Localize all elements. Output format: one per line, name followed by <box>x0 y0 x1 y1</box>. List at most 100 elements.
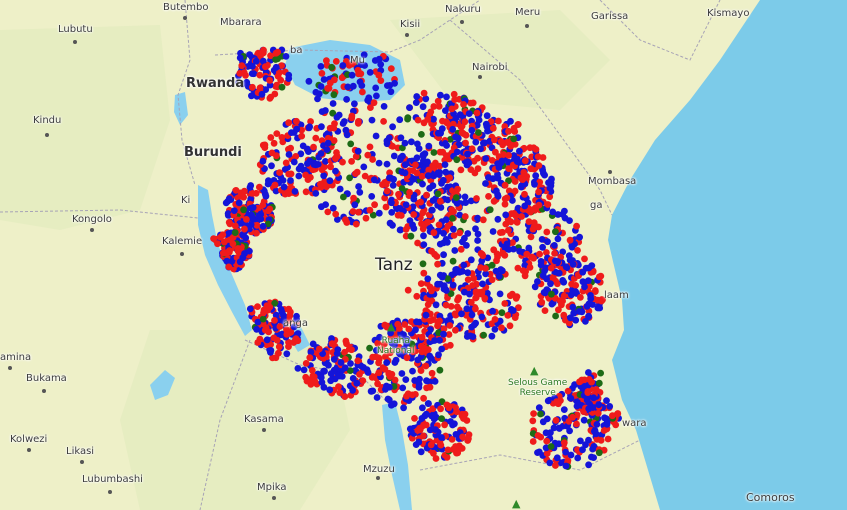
data-point <box>401 161 409 169</box>
data-point <box>519 176 526 184</box>
data-point <box>460 261 468 269</box>
data-point <box>312 190 320 197</box>
data-point <box>473 109 481 117</box>
data-point <box>501 181 509 189</box>
data-point <box>401 321 409 328</box>
data-point <box>367 104 374 111</box>
data-point <box>443 93 450 101</box>
data-point <box>571 240 578 248</box>
data-point <box>252 57 260 65</box>
data-point <box>347 360 354 367</box>
data-point <box>435 103 443 110</box>
data-point <box>417 280 425 287</box>
data-point <box>347 392 355 399</box>
data-point <box>539 418 547 426</box>
data-point <box>465 159 473 167</box>
data-point <box>391 359 399 366</box>
data-point <box>339 158 346 166</box>
data-point <box>558 301 565 309</box>
data-point <box>356 371 363 378</box>
data-point <box>285 305 293 313</box>
data-point <box>438 345 446 353</box>
data-point <box>513 218 521 226</box>
data-point <box>402 201 410 209</box>
data-point <box>590 454 597 461</box>
data-point <box>266 205 274 213</box>
data-point <box>266 94 274 102</box>
data-point <box>494 191 501 199</box>
data-point <box>457 166 465 174</box>
data-point <box>500 151 507 158</box>
data-point <box>368 193 376 200</box>
data-point <box>420 89 428 97</box>
data-point <box>378 346 386 353</box>
data-point <box>419 260 427 268</box>
data-point <box>535 162 543 169</box>
data-point <box>253 221 261 229</box>
data-point <box>275 349 282 357</box>
data-point <box>436 336 443 344</box>
data-point <box>217 233 225 241</box>
data-point <box>332 58 340 65</box>
data-point <box>387 329 394 337</box>
data-point <box>488 157 496 164</box>
data-point <box>424 172 432 180</box>
data-point <box>440 325 448 333</box>
data-point <box>415 384 423 391</box>
data-point <box>409 391 416 399</box>
label-ruaha-line2: National <box>377 346 415 356</box>
data-point <box>312 134 320 142</box>
label-ruaha-line1: Ruaha <box>381 336 410 346</box>
data-point <box>432 426 439 433</box>
data-point <box>529 206 536 214</box>
data-point <box>543 228 551 236</box>
data-point <box>364 96 372 104</box>
data-point <box>534 432 542 439</box>
data-point <box>492 148 499 156</box>
data-point <box>412 99 420 106</box>
data-point <box>323 57 330 65</box>
data-point <box>355 208 362 216</box>
label-selous-line1: Selous Game <box>508 378 568 388</box>
data-point <box>383 359 391 366</box>
data-point <box>247 204 255 212</box>
data-point <box>578 308 586 316</box>
data-point <box>287 144 294 152</box>
data-point <box>354 119 362 127</box>
data-point <box>449 125 457 133</box>
data-point <box>589 404 597 411</box>
data-point <box>224 212 232 219</box>
data-point <box>317 83 325 90</box>
data-point <box>369 387 377 395</box>
data-point <box>467 256 475 264</box>
data-point <box>464 269 472 277</box>
data-point <box>519 267 527 274</box>
data-point <box>240 206 248 214</box>
data-point <box>463 242 470 249</box>
data-point <box>566 236 574 244</box>
data-point <box>546 459 554 467</box>
data-point <box>261 190 269 198</box>
data-point <box>267 341 274 348</box>
data-point <box>389 182 397 189</box>
data-point <box>330 356 338 363</box>
data-point <box>409 348 417 356</box>
data-point <box>482 155 490 162</box>
data-point <box>434 260 441 268</box>
data-point <box>560 292 568 300</box>
data-point <box>426 352 434 360</box>
data-point <box>505 226 512 234</box>
data-point <box>330 91 338 99</box>
data-point <box>389 123 396 131</box>
data-point <box>269 354 276 362</box>
data-point <box>536 178 544 186</box>
data-point <box>430 229 438 237</box>
data-point <box>282 159 290 167</box>
data-point <box>370 176 378 184</box>
data-point <box>342 126 350 134</box>
data-point <box>443 453 451 461</box>
label-fragment: laam <box>604 290 629 301</box>
data-point <box>375 159 383 167</box>
